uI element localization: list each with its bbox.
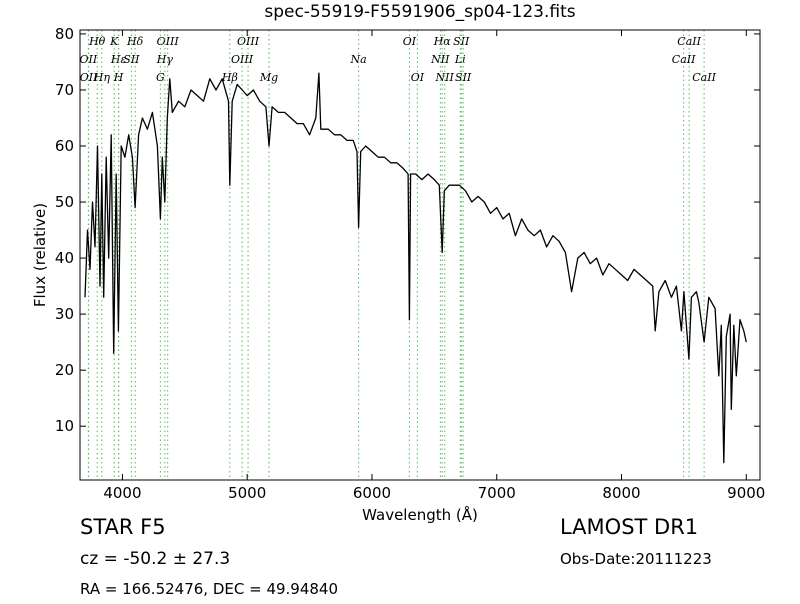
- spectral-line-label: NII: [435, 71, 455, 84]
- chart-title: spec-55919-F5591906_sp04-123.fits: [264, 2, 575, 22]
- spectral-line-label: CaII: [692, 71, 716, 84]
- spectral-line-label: G: [156, 71, 165, 84]
- x-tick-label: 8000: [602, 484, 640, 502]
- plot-frame: [79, 29, 761, 481]
- spectrum-line: [84, 72, 747, 464]
- spectral-line-label: Hη: [93, 71, 111, 84]
- spectral-line-label: Mg: [259, 71, 278, 84]
- date-label: Obs-Date:20111223: [560, 550, 712, 568]
- x-tick-label: 6000: [353, 484, 391, 502]
- survey-label: LAMOST DR1: [560, 515, 698, 539]
- y-tick-label: 50: [55, 193, 74, 211]
- spectral-line-label: OI: [411, 71, 425, 84]
- spectral-line-label: SII: [123, 53, 140, 66]
- spectral-line-label: NII: [430, 53, 450, 66]
- spectral-line-label: Hα: [433, 35, 452, 48]
- y-tick-label: 10: [55, 417, 74, 435]
- spectral-line-label: OII: [80, 53, 98, 66]
- spectral-line-label: Hε: [110, 53, 127, 66]
- y-tick-label: 40: [55, 249, 74, 267]
- x-tick-label: 5000: [228, 484, 266, 502]
- spectral-line-label: SII: [455, 71, 472, 84]
- x-tick-label: 7000: [478, 484, 516, 502]
- spectral-line-label: Hγ: [156, 53, 174, 66]
- y-tick-label: 20: [55, 361, 74, 379]
- object-label: STAR F5: [80, 515, 166, 539]
- spectral-line-label: OII: [80, 71, 98, 84]
- spectral-line-label: CaII: [672, 53, 696, 66]
- x-tick-label: 4000: [103, 484, 141, 502]
- spectral-line-label: Li: [454, 53, 466, 66]
- spectral-line-label: OIII: [157, 35, 180, 48]
- spectral-line-label: SII: [453, 35, 470, 48]
- spectral-line-label: CaII: [677, 35, 701, 48]
- x-tick-label: 9000: [727, 484, 765, 502]
- spectral-line-label: OI: [403, 35, 417, 48]
- spectral-line-label: H: [113, 71, 124, 84]
- y-tick-label: 30: [55, 305, 74, 323]
- y-tick-label: 70: [55, 81, 74, 99]
- spectral-line-label: OIII: [231, 53, 254, 66]
- y-tick-label: 80: [55, 25, 74, 43]
- y-axis-label: Flux (relative): [31, 203, 49, 307]
- spectral-line-label: Na: [350, 53, 367, 66]
- coords-label: RA = 166.52476, DEC = 49.94840: [80, 580, 338, 598]
- spectral-line-label: Hβ: [221, 71, 238, 84]
- x-axis-label: Wavelength (Å): [362, 505, 478, 524]
- spectral-line-label: K: [109, 35, 119, 48]
- redshift-label: cz = -50.2 ± 27.3: [80, 549, 230, 569]
- spectral-line-label: Hθ: [88, 35, 106, 48]
- spectral-line-label: Hδ: [126, 35, 144, 48]
- spectral-line-label: OIII: [237, 35, 260, 48]
- y-tick-label: 60: [55, 137, 74, 155]
